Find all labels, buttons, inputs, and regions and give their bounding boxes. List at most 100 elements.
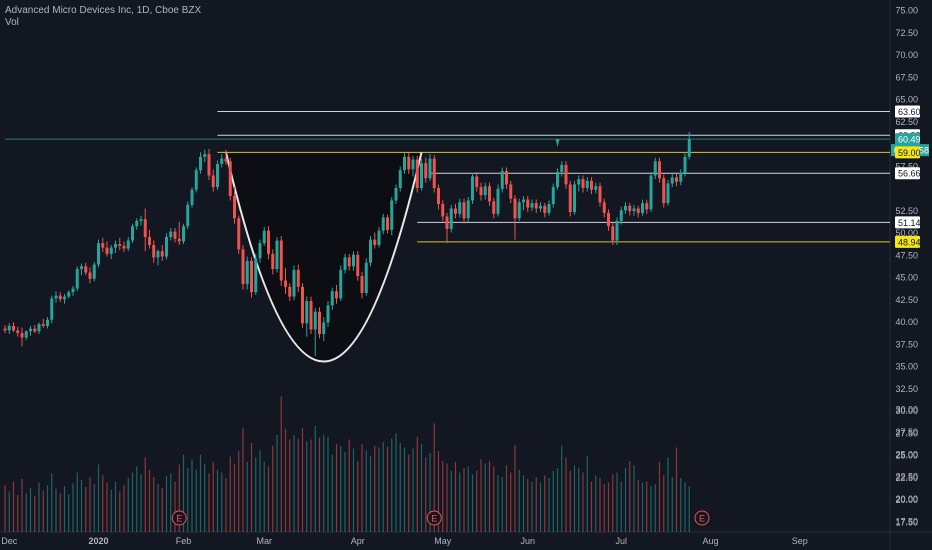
candle-body (649, 175, 653, 210)
volume-bar (76, 472, 78, 532)
candle-body (475, 176, 479, 188)
volume-bar (59, 493, 61, 532)
candle-body (267, 230, 270, 254)
candle-body (186, 204, 190, 227)
volume-bar (233, 463, 236, 532)
time-tick-label: Mar (257, 536, 273, 546)
volume-bar (442, 460, 444, 532)
candle-body (114, 244, 117, 248)
volume-bar (306, 441, 308, 532)
candle-body (245, 260, 249, 285)
candle-body (199, 156, 202, 171)
volume-bar (454, 461, 457, 532)
volume-bar (391, 438, 393, 532)
price-tick-label: 35.00 (895, 362, 918, 372)
volume-bar (4, 485, 6, 532)
candle-body (67, 292, 71, 297)
volume-bar (561, 445, 563, 532)
volume-bar (386, 446, 389, 532)
volume-bar (246, 461, 248, 532)
volume-bar (607, 482, 610, 532)
volume-bar (374, 445, 376, 532)
price-tick-label: 22.50 (895, 473, 918, 483)
candle-body (641, 203, 644, 213)
candle-body (160, 251, 164, 257)
candle-body (458, 202, 462, 214)
candle-body (71, 288, 75, 293)
candle-body (335, 291, 338, 299)
price-tick-label: 32.50 (895, 384, 918, 394)
candle-body (177, 238, 181, 242)
volume-bar (599, 477, 601, 532)
volume-bar (199, 454, 202, 532)
candle-body (84, 266, 88, 273)
candle-body (483, 186, 487, 196)
volume-bar (106, 482, 108, 532)
candle-body (309, 301, 313, 330)
candle-body (182, 226, 185, 242)
candle-body (492, 201, 496, 214)
candle-body (607, 212, 610, 227)
candle-body (318, 311, 321, 334)
volume-bar (429, 452, 431, 532)
volume-bar (501, 477, 503, 532)
candle-body (381, 217, 385, 231)
price-tag-label: 51.14 (898, 218, 921, 228)
volume-bar (89, 477, 91, 532)
volume-bar (654, 484, 656, 532)
price-tag (895, 216, 920, 229)
volume-bar (658, 461, 661, 532)
candle-body (602, 202, 606, 213)
volume-bar (480, 459, 482, 532)
volume-bar (518, 469, 520, 532)
volume-bar (590, 481, 593, 532)
volume-bar (425, 457, 427, 532)
volume-tick-label: 30.00 (895, 405, 918, 415)
price-tag-label: 60.49 (898, 135, 921, 145)
volume-bar (314, 426, 316, 532)
candle-body (352, 254, 355, 267)
candle-body (228, 161, 232, 197)
candle-body (496, 188, 500, 214)
symbol-title: Advanced Micro Devices Inc, 1D, Cboe BZX (5, 5, 202, 16)
candle-body (445, 216, 449, 229)
candle-body (41, 324, 45, 326)
volume-bar (267, 466, 270, 532)
candle-body (224, 158, 228, 162)
volume-bar (85, 486, 87, 532)
volume-bar (34, 495, 36, 532)
candle-body (16, 330, 20, 334)
volume-bar (174, 481, 176, 532)
earnings-marker (171, 510, 187, 526)
candle-body (33, 328, 37, 332)
volume-bar (157, 484, 159, 532)
candle-body (687, 139, 691, 157)
volume-bar (42, 490, 44, 532)
volume-bar (93, 484, 95, 532)
volume-bar (195, 469, 197, 532)
volume-bar (140, 474, 142, 532)
candle-body (284, 280, 287, 287)
volume-bar (80, 479, 83, 532)
candle-body (343, 257, 347, 270)
candle-body (390, 200, 394, 230)
candle-body (75, 268, 79, 289)
candle-body (581, 179, 585, 188)
volume-bar (348, 439, 350, 532)
volume-bar (416, 436, 418, 532)
candle-body (653, 161, 657, 176)
candle-body (437, 188, 440, 205)
candle-body (539, 205, 542, 209)
volume-bar (378, 447, 380, 532)
candle-body (675, 177, 678, 182)
volume-bar (420, 443, 423, 532)
time-tick-label: 2020 (88, 536, 108, 546)
volume-bar (340, 445, 342, 532)
candle-body (347, 257, 351, 267)
price-tag (895, 235, 920, 248)
candle-body (275, 240, 279, 269)
volume-bar (114, 481, 117, 532)
price-tick-label: 42.50 (895, 295, 918, 305)
volume-bar (153, 477, 155, 532)
